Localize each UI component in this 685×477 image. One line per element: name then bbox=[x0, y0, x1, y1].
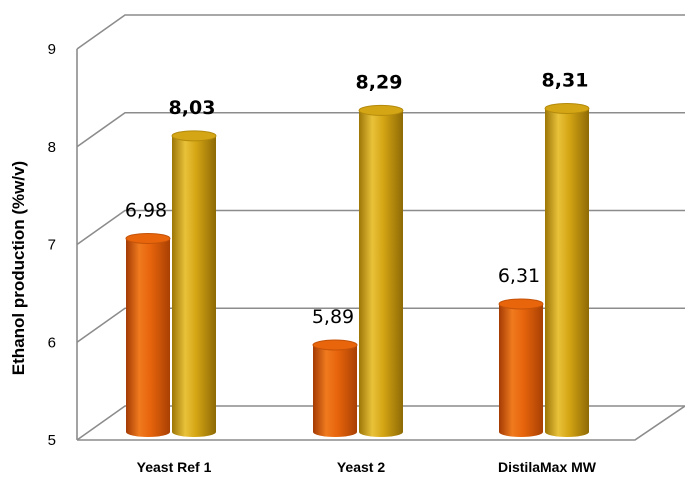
data-label: 8,29 bbox=[356, 71, 403, 93]
x-tick-label: Yeast Ref 1 bbox=[137, 459, 212, 475]
y-axis-label: Ethanol production (%w/v) bbox=[9, 161, 28, 375]
bar bbox=[125, 232, 171, 437]
bar bbox=[358, 104, 404, 437]
gridline bbox=[76, 111, 685, 148]
y-tick-label: 5 bbox=[48, 432, 56, 449]
gridlines bbox=[76, 14, 685, 441]
y-tick-label: 8 bbox=[48, 139, 56, 156]
bar bbox=[312, 339, 358, 437]
data-label: 6,98 bbox=[125, 199, 167, 221]
gridline bbox=[76, 405, 685, 441]
x-tick-label: Yeast 2 bbox=[337, 459, 385, 475]
gridline bbox=[76, 307, 685, 343]
bar bbox=[544, 102, 590, 437]
x-tick-label: DistilaMax MW bbox=[498, 459, 597, 475]
data-labels: 6,98 8,03 5,89 8,29 6,31 8,31 bbox=[125, 69, 589, 328]
y-tick-label: 9 bbox=[48, 41, 56, 58]
data-label: 6,31 bbox=[498, 265, 540, 287]
bar bbox=[171, 130, 217, 437]
floor-edge bbox=[77, 405, 685, 441]
gridline bbox=[76, 14, 685, 50]
y-axis-ticks: 5 6 7 8 9 bbox=[48, 41, 56, 449]
data-label: 8,03 bbox=[169, 97, 216, 119]
x-axis-categories: Yeast Ref 1 Yeast 2 DistilaMax MW bbox=[137, 459, 597, 475]
y-tick-label: 6 bbox=[48, 334, 56, 351]
data-label: 8,31 bbox=[542, 69, 589, 91]
bar bbox=[498, 298, 544, 437]
gridline bbox=[76, 209, 685, 246]
y-tick-label: 7 bbox=[48, 237, 56, 254]
bars bbox=[125, 102, 590, 437]
data-label: 5,89 bbox=[312, 306, 354, 328]
